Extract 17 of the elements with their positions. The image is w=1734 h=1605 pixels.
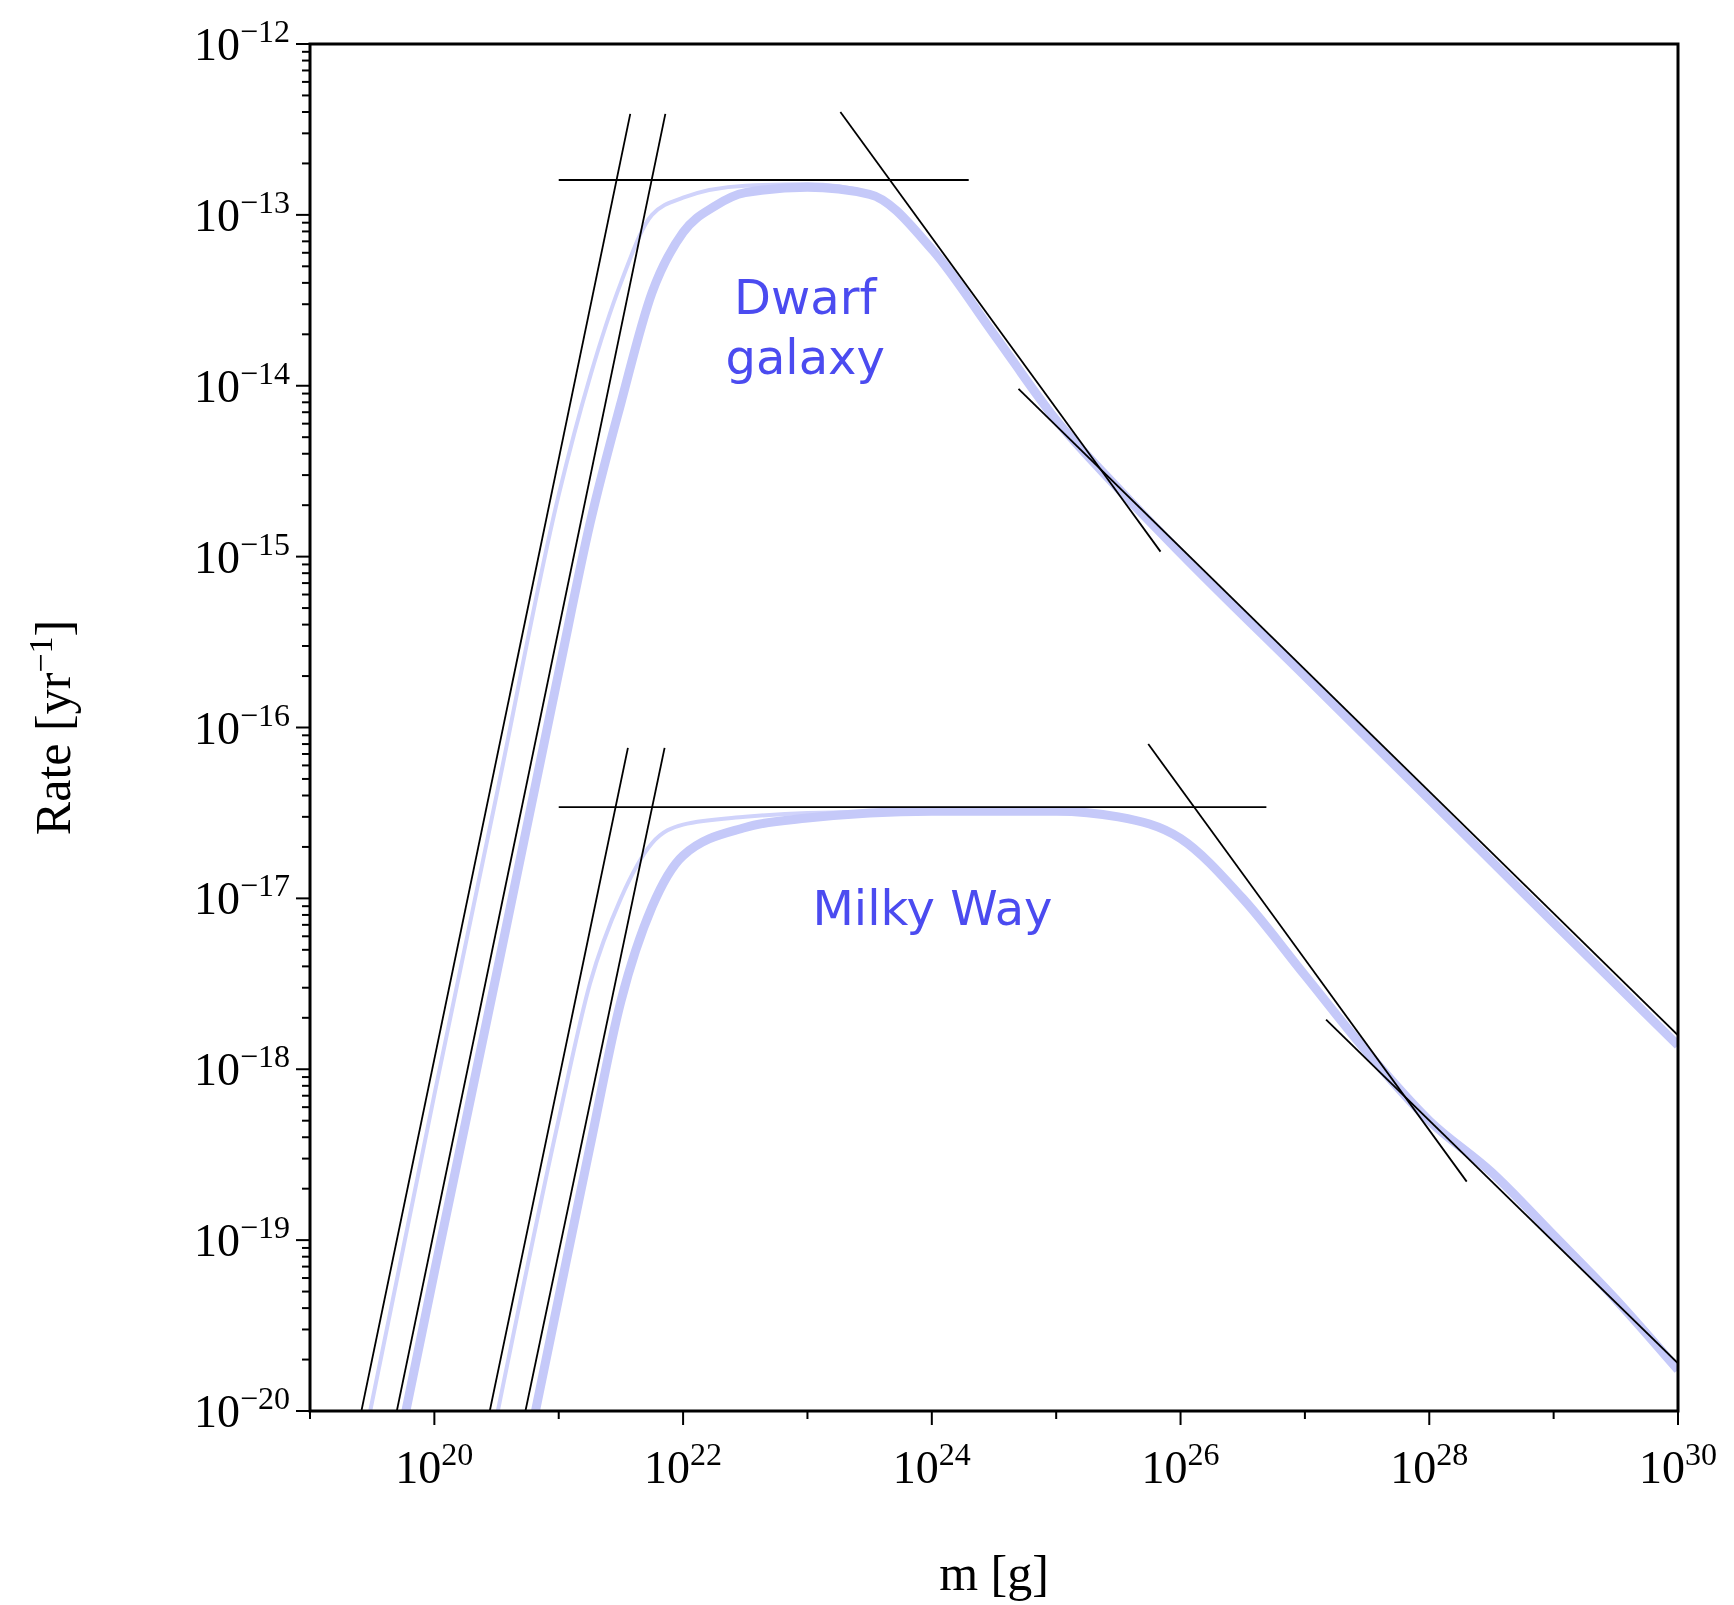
y-tick-label: 10$^{−18}$	[193, 1038, 290, 1096]
y-tick-label: 10$^{−19}$	[193, 1209, 290, 1267]
y-tick-label: 10$^{−20}$	[193, 1380, 290, 1437]
annotation: Dwarf galaxy	[725, 269, 885, 386]
x-tick-label: 10$^{22}$	[644, 1436, 723, 1493]
x-tick-label: 10$^{28}$	[1390, 1436, 1469, 1493]
y-tick-label: 10$^{−13}$	[193, 183, 290, 241]
y-tick-label: 10$^{−15}$	[193, 525, 290, 583]
y-tick-label: 10$^{−17}$	[193, 867, 290, 925]
x-tick-label: 10$^{24}$	[892, 1436, 971, 1493]
x-tick-label: 10$^{30}$	[1639, 1436, 1717, 1493]
y-tick-label: 10$^{−14}$	[193, 354, 290, 412]
y-tick-label: 10$^{−12}$	[193, 13, 290, 70]
x-axis-title: m [g]	[939, 1545, 1049, 1601]
x-tick-label: 10$^{20}$	[395, 1436, 474, 1493]
x-tick-label: 10$^{26}$	[1141, 1436, 1220, 1493]
y-tick-label: 10$^{−16}$	[193, 696, 290, 754]
